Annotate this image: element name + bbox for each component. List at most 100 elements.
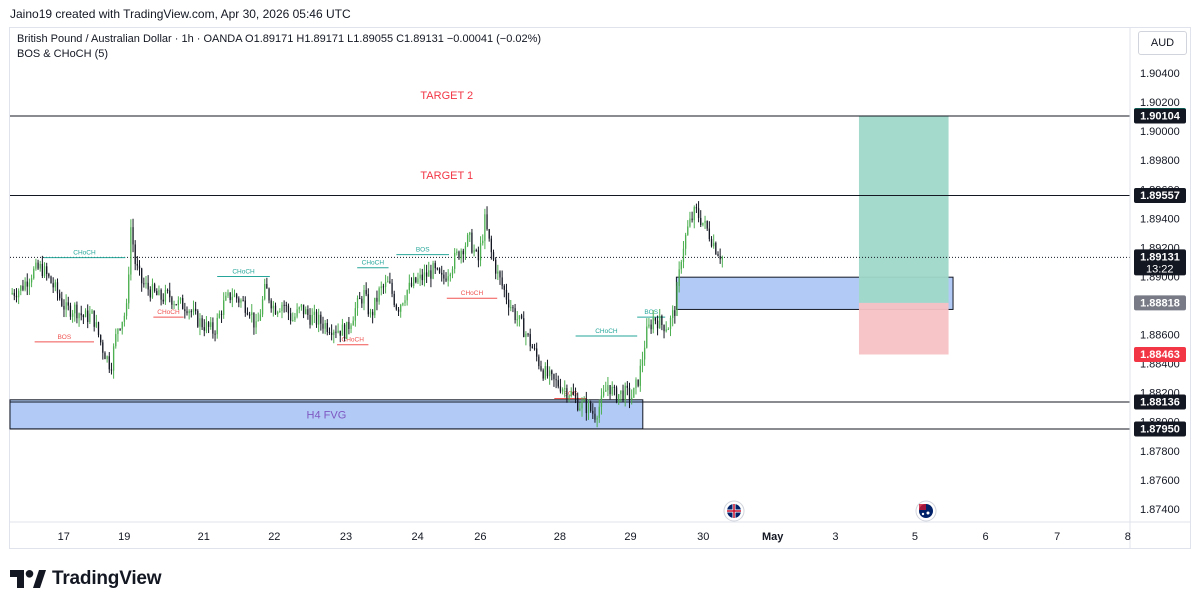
price-labels: 1.901081.901041.895571.8913113:221.88818… bbox=[1134, 107, 1186, 437]
candle-body bbox=[50, 276, 52, 284]
x-tick-label: 22 bbox=[268, 531, 280, 543]
price-label-bg-4 bbox=[1134, 295, 1186, 311]
candle-body bbox=[702, 222, 704, 225]
price-label-7: 1.87950 bbox=[1140, 424, 1180, 436]
candle-body bbox=[108, 356, 110, 370]
candle-body bbox=[555, 379, 557, 381]
candle-body bbox=[341, 324, 344, 336]
candle-body bbox=[505, 289, 508, 300]
x-tick-label: 8 bbox=[1125, 531, 1131, 543]
candle-body bbox=[598, 406, 600, 418]
candle-body bbox=[182, 298, 184, 310]
price-label-bg-3 bbox=[1134, 249, 1186, 276]
candle-body bbox=[30, 278, 33, 283]
candle-body bbox=[540, 366, 542, 371]
candle-body bbox=[551, 370, 553, 375]
candle-body bbox=[425, 272, 428, 277]
candle-body bbox=[566, 388, 568, 399]
candle-body bbox=[413, 277, 415, 287]
candle-body bbox=[618, 394, 620, 402]
candle-body bbox=[78, 313, 80, 319]
x-tick-label: 19 bbox=[118, 531, 130, 543]
candle-body bbox=[244, 300, 246, 313]
candle-body bbox=[33, 268, 35, 279]
candle-body bbox=[80, 313, 82, 316]
candle-body bbox=[451, 268, 454, 275]
candle-body bbox=[605, 390, 607, 392]
candle-body bbox=[169, 290, 171, 298]
currency-button[interactable]: AUD bbox=[1138, 31, 1187, 55]
candle-body bbox=[277, 311, 279, 315]
candle-body bbox=[607, 385, 609, 391]
candle-body bbox=[661, 315, 663, 325]
candle-body bbox=[460, 250, 462, 259]
candle-body bbox=[527, 333, 529, 335]
candle-body bbox=[654, 318, 657, 321]
candle-body bbox=[151, 284, 154, 298]
candle-body bbox=[136, 264, 139, 266]
candle-body bbox=[272, 305, 274, 309]
y-tick-label: 1.89400 bbox=[1140, 213, 1180, 225]
symbol-legend[interactable]: British Pound / Australian Dollar · 1h ·… bbox=[17, 33, 542, 45]
candle-body bbox=[240, 300, 242, 303]
candle-body bbox=[39, 263, 41, 269]
candle-body bbox=[581, 401, 583, 409]
candle-body bbox=[343, 324, 346, 339]
candle-body bbox=[363, 290, 365, 304]
candle-body bbox=[501, 277, 503, 286]
candle-body bbox=[17, 290, 20, 298]
x-tick-label: 7 bbox=[1054, 531, 1060, 543]
candle-body bbox=[149, 289, 151, 298]
candle-body bbox=[402, 303, 404, 305]
candle-body bbox=[190, 311, 192, 313]
candle-body bbox=[639, 365, 641, 386]
candle-body bbox=[143, 283, 145, 285]
candle-body bbox=[361, 298, 363, 304]
candle-body bbox=[646, 326, 648, 348]
candle-body bbox=[438, 268, 441, 273]
candle-body bbox=[223, 300, 225, 315]
candle-body bbox=[531, 346, 534, 349]
candle-body bbox=[339, 330, 341, 336]
candle-body bbox=[322, 323, 324, 329]
zone-sl-3 bbox=[858, 302, 949, 355]
structure-label-10: BOS bbox=[644, 309, 658, 316]
x-tick-label: 17 bbox=[58, 531, 70, 543]
candle-body bbox=[130, 227, 132, 275]
candle-body bbox=[587, 402, 590, 414]
candle-body bbox=[41, 263, 44, 276]
tradingview-logo[interactable]: TradingView bbox=[10, 566, 162, 592]
candle-body bbox=[717, 254, 719, 256]
candle-body bbox=[352, 320, 354, 326]
candle-body bbox=[253, 312, 255, 328]
candle-body bbox=[643, 347, 646, 360]
candle-body bbox=[676, 285, 678, 316]
candle-body bbox=[415, 277, 417, 283]
candle-body bbox=[559, 386, 562, 392]
candle-body bbox=[596, 417, 598, 420]
price-label-bg-5 bbox=[1134, 346, 1186, 362]
candle-body bbox=[235, 294, 238, 299]
candle-body bbox=[585, 399, 587, 414]
candle-body bbox=[613, 386, 616, 388]
structure-label-4: CHoCH bbox=[342, 337, 365, 344]
candle-body bbox=[188, 311, 190, 314]
candle-body bbox=[205, 322, 208, 331]
candle-body bbox=[138, 265, 141, 269]
candle-body bbox=[564, 388, 566, 390]
candle-body bbox=[28, 282, 31, 287]
time-axis: 17 19 21 22 23 24 26 28 29 30 May 3 5 6 7 8 bbox=[10, 28, 1190, 548]
candle-body bbox=[678, 269, 680, 286]
candle-body bbox=[307, 309, 309, 315]
candle-body bbox=[162, 299, 164, 302]
candle-body bbox=[615, 387, 618, 402]
candle-body bbox=[56, 282, 59, 294]
candle-body bbox=[197, 311, 199, 327]
candle-body bbox=[354, 308, 357, 321]
candle-body bbox=[674, 310, 676, 316]
candle-body bbox=[76, 304, 78, 319]
candle-body bbox=[67, 302, 69, 306]
candle-body bbox=[462, 250, 464, 255]
indicator-legend[interactable]: BOS & CHoCH (5) bbox=[17, 48, 109, 60]
